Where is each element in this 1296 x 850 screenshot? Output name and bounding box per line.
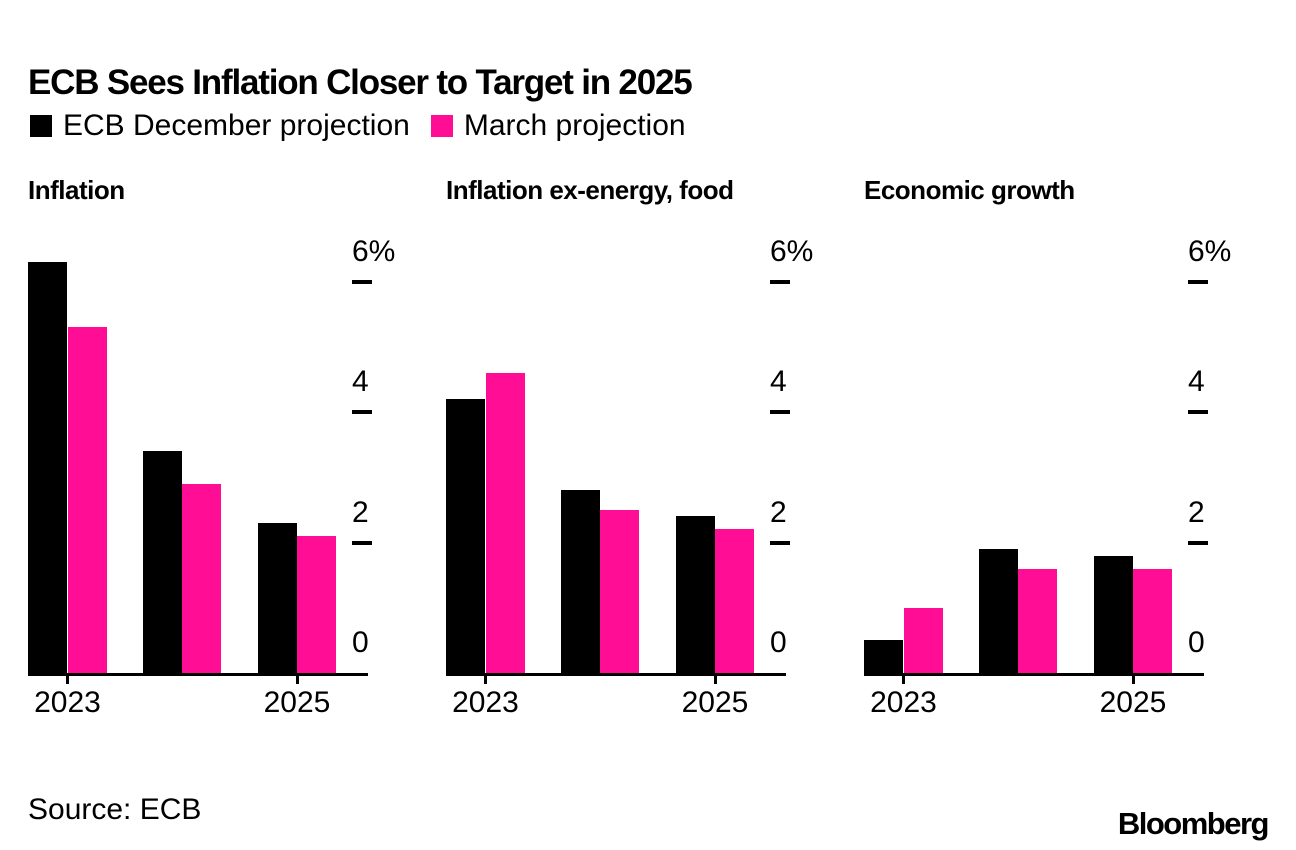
bar-2024-march xyxy=(600,509,640,673)
y-tick-label: 2 xyxy=(352,495,369,529)
bar-2023-december xyxy=(446,398,485,673)
bar-2023-december xyxy=(864,640,903,673)
x-tick-label: 2023 xyxy=(452,686,519,719)
x-tick-label: 2025 xyxy=(263,686,331,719)
bar-2023-march xyxy=(485,372,525,673)
x-tick-label: 2025 xyxy=(1099,686,1167,719)
legend-label-march: March projection xyxy=(463,109,686,142)
x-tick-mark xyxy=(295,676,299,684)
chart-panel-inflation: Inflation 6% 4 2 0 2023 2025 xyxy=(28,160,418,730)
y-tick-label: 6% xyxy=(352,234,396,268)
bar-2023-march xyxy=(67,327,107,673)
y-tick-mark xyxy=(770,540,790,545)
bar-2025-march xyxy=(1133,568,1172,673)
y-tick-mark xyxy=(1188,540,1208,545)
y-tick-mark xyxy=(770,279,790,284)
bar-2024-december xyxy=(560,490,600,673)
bar-2024-march xyxy=(1018,568,1058,673)
y-tick-label: 0 xyxy=(352,626,369,659)
y-tick-label: 0 xyxy=(770,626,787,659)
legend: ECB December projection March projection xyxy=(30,108,686,144)
y-tick-label: 2 xyxy=(1188,495,1205,529)
legend-swatch-december-icon xyxy=(30,115,52,137)
y-tick-mark xyxy=(1188,279,1208,284)
y-tick-label: 4 xyxy=(352,365,369,398)
bar-2025-december xyxy=(675,516,715,673)
chart-panel-core-inflation: Inflation ex-energy, food 6% 4 2 0 2023 2025 xyxy=(446,160,836,730)
y-tick-label: 6% xyxy=(770,234,814,268)
x-tick-label: 2025 xyxy=(681,686,749,719)
x-tick-label: 2023 xyxy=(34,686,101,719)
source-note: Source: ECB xyxy=(28,793,202,826)
bar-2024-march xyxy=(182,483,222,673)
bar-2023-december xyxy=(28,261,67,673)
x-tick-mark xyxy=(713,676,717,684)
legend-swatch-march-icon xyxy=(430,115,453,137)
y-tick-mark xyxy=(770,410,790,414)
x-axis-line xyxy=(446,673,786,676)
bar-chart-inflation: 6% 4 2 0 2023 2025 xyxy=(28,207,418,740)
page-title: ECB Sees Inflation Closer to Target in 2… xyxy=(28,63,693,103)
y-tick-mark xyxy=(352,410,372,414)
x-tick-label: 2023 xyxy=(870,686,937,719)
legend-label-december: ECB December projection xyxy=(63,109,410,142)
x-tick-mark xyxy=(902,676,905,684)
panel-title-core-inflation: Inflation ex-energy, food xyxy=(446,175,734,205)
bar-2025-december xyxy=(1093,555,1133,673)
x-axis-line xyxy=(864,673,1204,676)
bar-2023-march xyxy=(903,607,943,673)
panel-title-growth: Economic growth xyxy=(864,175,1075,205)
chart-panels-row: Inflation 6% 4 2 0 2023 2025 Inflation ex-ene… xyxy=(28,160,1254,730)
bar-2024-december xyxy=(978,549,1018,673)
y-tick-mark xyxy=(352,540,372,545)
bar-2025-december xyxy=(257,522,297,673)
y-tick-label: 4 xyxy=(770,365,787,398)
y-tick-mark xyxy=(352,279,372,284)
bar-2025-march xyxy=(297,535,336,673)
y-tick-label: 6% xyxy=(1188,234,1232,268)
x-axis-line xyxy=(28,673,368,676)
bar-chart-growth: 6% 4 2 0 2023 2025 xyxy=(864,207,1254,740)
y-tick-label: 4 xyxy=(1188,365,1205,398)
bar-2024-december xyxy=(142,451,182,673)
bar-2025-march xyxy=(715,529,754,673)
panel-title-inflation: Inflation xyxy=(28,175,125,205)
bloomberg-logo: Bloomberg xyxy=(1117,806,1270,841)
x-tick-mark xyxy=(1131,676,1135,684)
y-tick-mark xyxy=(1188,410,1208,414)
y-tick-label: 2 xyxy=(770,495,787,529)
y-tick-label: 0 xyxy=(1188,626,1205,659)
bar-chart-core-inflation: 6% 4 2 0 2023 2025 xyxy=(446,207,836,740)
x-tick-mark xyxy=(66,676,69,684)
legend-item-december: ECB December projection xyxy=(30,108,410,144)
chart-panel-growth: Economic growth 6% 4 2 0 2023 2025 xyxy=(864,160,1254,730)
x-tick-mark xyxy=(484,676,487,684)
legend-item-march: March projection xyxy=(430,108,686,144)
